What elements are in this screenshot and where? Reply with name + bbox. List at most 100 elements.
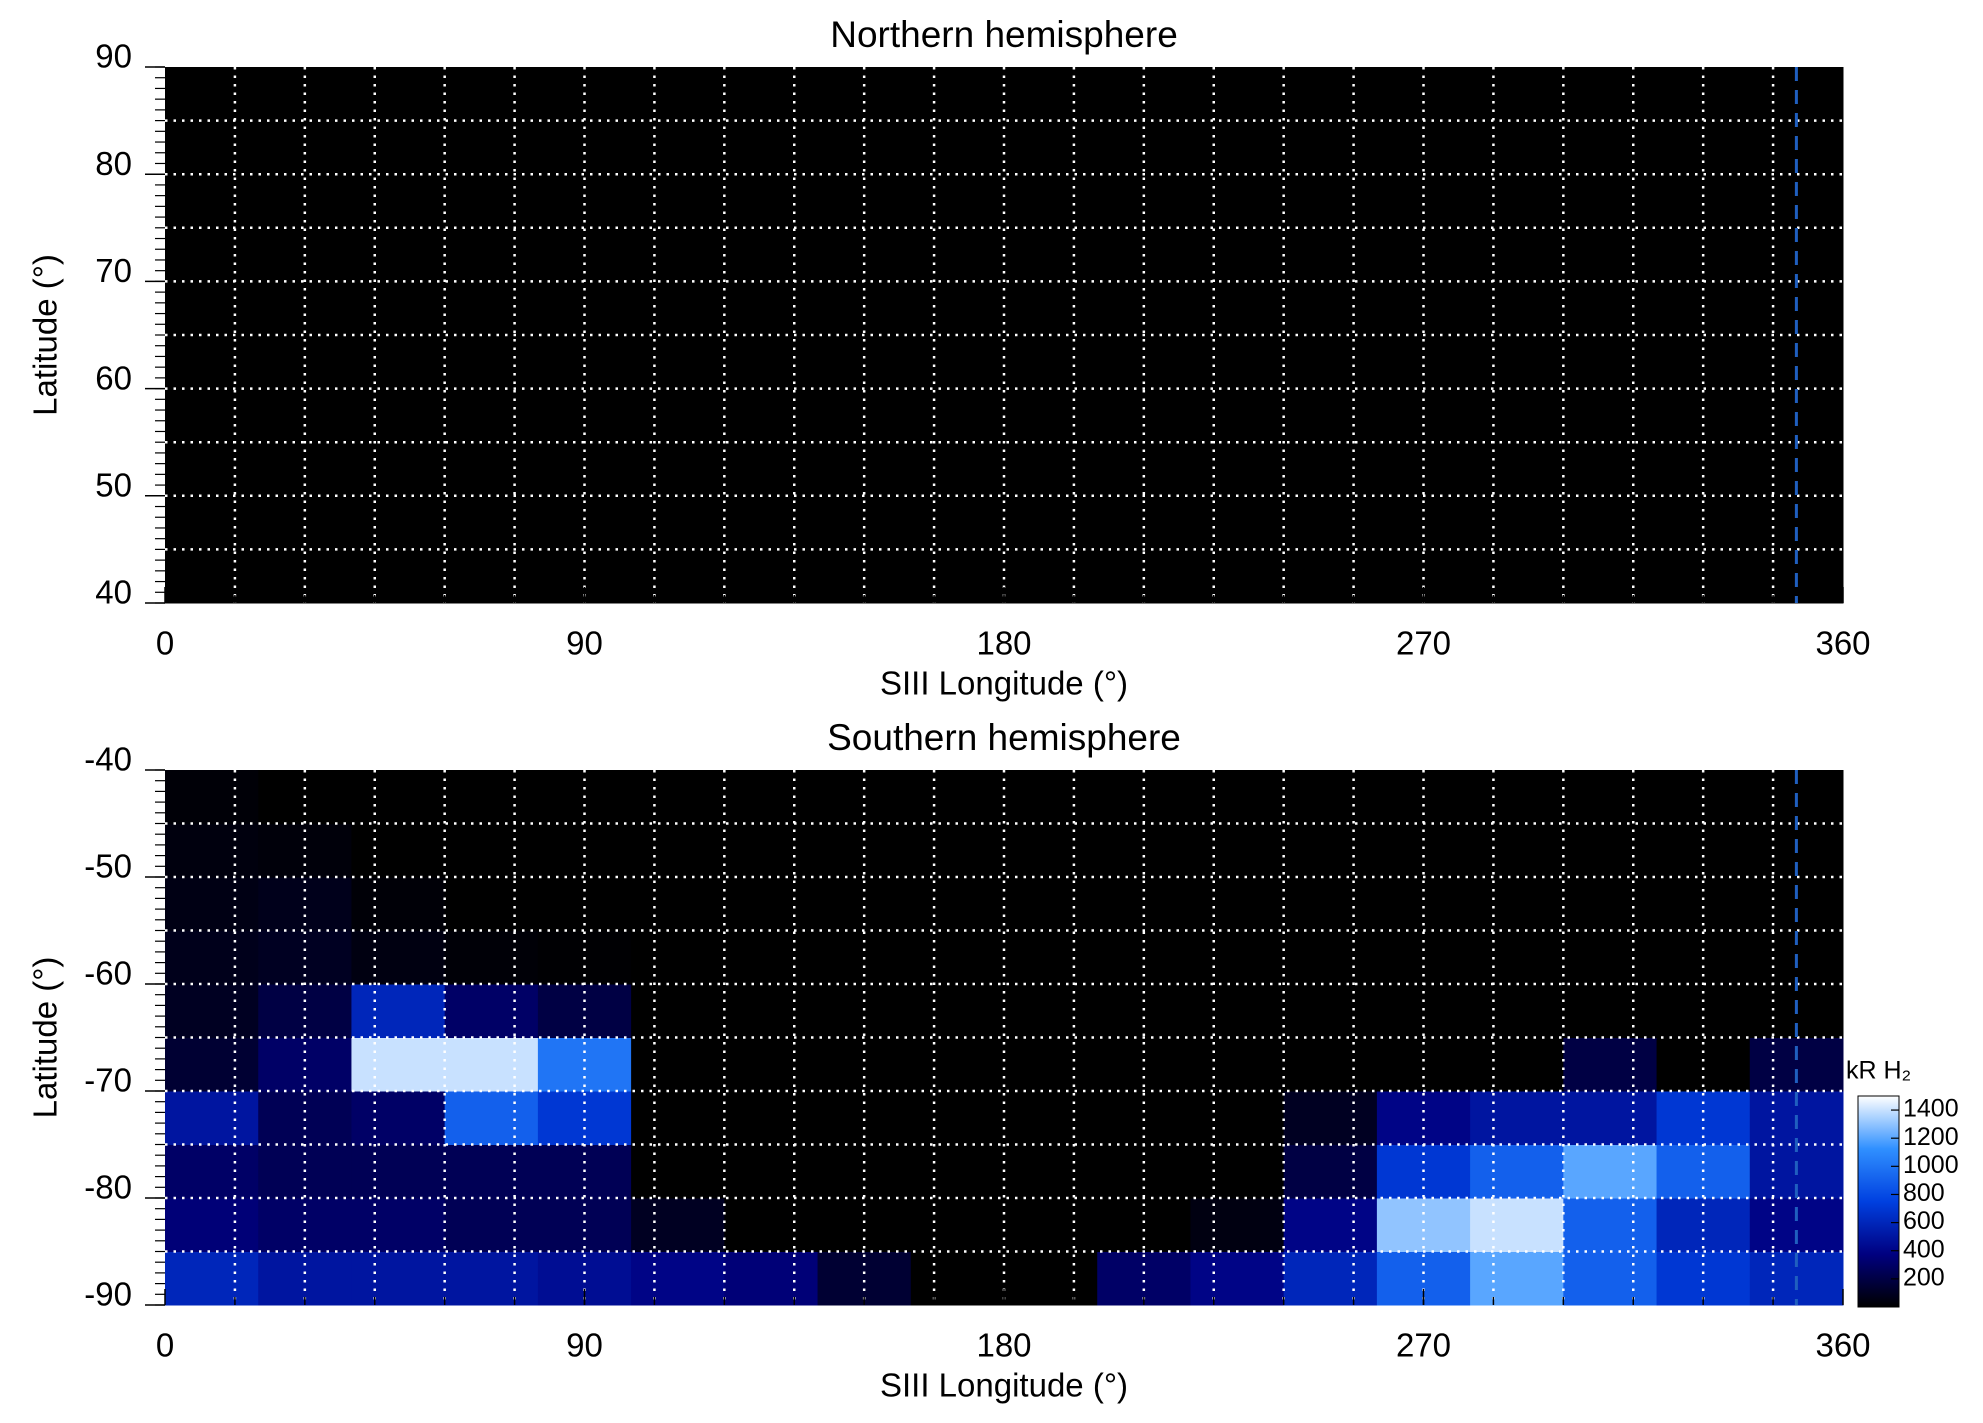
heat-cell bbox=[444, 1198, 539, 1252]
heat-cell bbox=[724, 442, 819, 497]
heat-cell bbox=[1190, 1091, 1285, 1145]
heat-cell bbox=[1004, 120, 1098, 175]
heat-cell bbox=[817, 335, 912, 390]
heat-cell bbox=[631, 442, 725, 497]
heat-cell bbox=[910, 120, 1005, 175]
heat-cell bbox=[1470, 1251, 1564, 1306]
heat-cell bbox=[351, 227, 446, 282]
heat-cell bbox=[1190, 1144, 1285, 1199]
heat-cell bbox=[1283, 877, 1378, 931]
heat-cell bbox=[724, 877, 819, 931]
heat-cell bbox=[1470, 388, 1564, 443]
heat-cell bbox=[1004, 1144, 1098, 1199]
heat-cell bbox=[1190, 549, 1285, 604]
heat-cell bbox=[165, 388, 259, 443]
y-tick-label: -40 bbox=[84, 741, 132, 778]
heat-cell bbox=[1004, 1091, 1098, 1145]
heat-cell bbox=[165, 495, 259, 550]
heat-cell bbox=[724, 930, 819, 985]
heat-cell bbox=[444, 388, 539, 443]
heat-cell bbox=[817, 823, 912, 878]
heat-cell bbox=[910, 227, 1005, 282]
y-tick-label: -50 bbox=[84, 848, 132, 885]
x-tick-label: 0 bbox=[156, 625, 174, 662]
y-tick-label: 80 bbox=[95, 145, 132, 182]
heat-cell bbox=[1097, 495, 1191, 550]
heat-cell bbox=[165, 549, 259, 604]
heat-cell bbox=[1004, 549, 1098, 604]
heat-cell bbox=[444, 1251, 539, 1306]
heat-cell bbox=[1470, 770, 1564, 824]
heat-cell bbox=[444, 984, 539, 1038]
heat-cell bbox=[910, 1251, 1005, 1306]
heat-cell bbox=[1004, 281, 1098, 336]
heat-cell bbox=[1283, 120, 1378, 175]
heat-cell bbox=[910, 495, 1005, 550]
heat-cell bbox=[1470, 930, 1564, 985]
y-tick-label: 60 bbox=[95, 359, 132, 396]
heat-cell bbox=[1097, 174, 1191, 229]
heat-cell bbox=[165, 1251, 259, 1306]
heat-cell bbox=[165, 227, 259, 282]
heat-cell bbox=[1283, 227, 1378, 282]
heat-cell bbox=[1004, 930, 1098, 985]
x-tick-label: 180 bbox=[976, 1327, 1031, 1364]
x-axis-label: SIII Longitude (°) bbox=[880, 1367, 1128, 1404]
heat-cell bbox=[631, 877, 725, 931]
heat-cell bbox=[351, 335, 446, 390]
heat-cell bbox=[817, 877, 912, 931]
heat-cell bbox=[258, 495, 352, 550]
heat-cell bbox=[724, 227, 819, 282]
heat-cell bbox=[631, 984, 725, 1038]
heat-cell bbox=[165, 1037, 259, 1092]
heat-cell bbox=[1376, 1037, 1471, 1092]
heat-cell bbox=[1470, 549, 1564, 604]
heat-cell bbox=[165, 335, 259, 390]
heat-cell bbox=[1656, 877, 1751, 931]
heat-cell bbox=[1283, 549, 1378, 604]
heat-cell bbox=[724, 335, 819, 390]
heat-cell bbox=[1563, 549, 1658, 604]
heat-cell bbox=[1470, 174, 1564, 229]
heat-cell bbox=[1563, 1198, 1658, 1252]
heat-cell bbox=[537, 1037, 632, 1092]
heat-cell bbox=[1004, 442, 1098, 497]
heat-cell bbox=[1190, 335, 1285, 390]
heat-cell bbox=[1283, 1091, 1378, 1145]
heat-cell bbox=[1470, 823, 1564, 878]
heat-cell bbox=[444, 335, 539, 390]
heat-cell bbox=[1097, 823, 1191, 878]
heat-cell bbox=[1283, 174, 1378, 229]
heat-cell bbox=[631, 1198, 725, 1252]
heat-cell bbox=[444, 67, 539, 122]
heat-cell bbox=[1563, 1144, 1658, 1199]
heat-cell bbox=[1097, 335, 1191, 390]
heat-cell bbox=[1283, 823, 1378, 878]
heat-cell bbox=[165, 877, 259, 931]
colorbar-label: kR H₂ bbox=[1846, 1057, 1911, 1085]
heat-cell bbox=[1376, 335, 1471, 390]
heat-cell bbox=[1656, 335, 1751, 390]
heat-cell bbox=[631, 1037, 725, 1092]
heat-cell bbox=[1656, 1251, 1751, 1306]
heat-cell bbox=[537, 174, 632, 229]
heat-cell bbox=[1563, 877, 1658, 931]
heat-cell bbox=[1283, 1198, 1378, 1252]
heat-cell bbox=[1004, 335, 1098, 390]
heat-cell bbox=[1190, 67, 1285, 122]
x-tick-label: 360 bbox=[1815, 1327, 1870, 1364]
heat-cell bbox=[724, 174, 819, 229]
x-axis-label: SIII Longitude (°) bbox=[880, 665, 1128, 702]
heat-cell bbox=[258, 823, 352, 878]
heat-cell bbox=[817, 120, 912, 175]
heat-cell bbox=[1190, 388, 1285, 443]
heat-cell bbox=[631, 770, 725, 824]
heat-cell bbox=[1283, 930, 1378, 985]
heat-cell bbox=[1563, 67, 1658, 122]
heat-cell bbox=[444, 442, 539, 497]
heat-cell bbox=[1563, 174, 1658, 229]
heat-cell bbox=[1004, 227, 1098, 282]
heat-cell bbox=[724, 823, 819, 878]
heat-cell bbox=[258, 877, 352, 931]
heat-cell bbox=[444, 281, 539, 336]
